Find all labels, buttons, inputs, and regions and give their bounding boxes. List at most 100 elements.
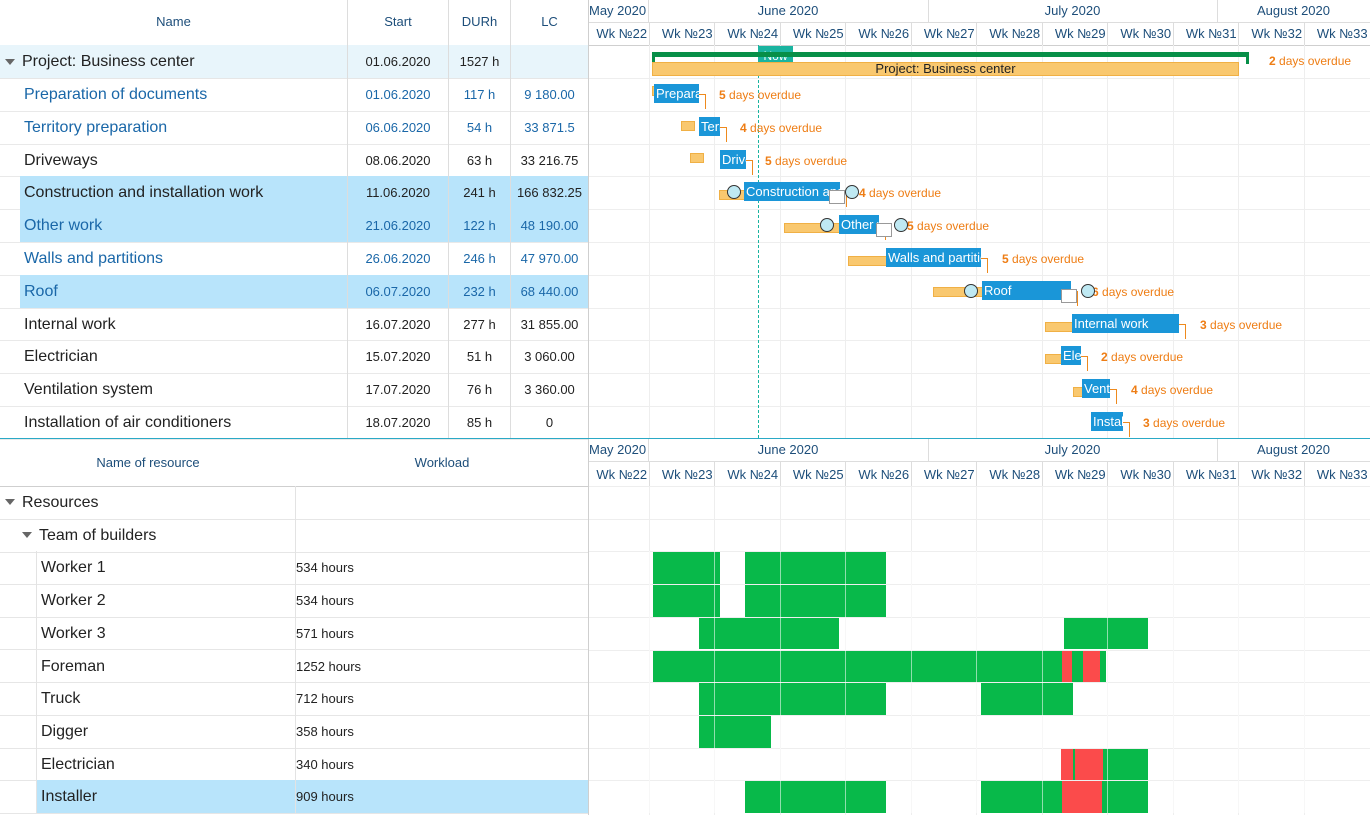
week-label: Wk №25: [792, 467, 844, 482]
task-bar[interactable]: Construction and installation work: [744, 182, 840, 202]
resource-team-name: Team of builders: [39, 526, 157, 544]
week-label: Wk №23: [661, 26, 713, 41]
document-icon[interactable]: [1061, 288, 1077, 303]
task-start: 18.07.2020: [365, 415, 431, 430]
task-bar[interactable]: Roof: [982, 280, 1071, 300]
column-header-duration[interactable]: DURh: [461, 14, 498, 29]
load-cell: [699, 617, 839, 650]
resource-group-row[interactable]: Resources: [0, 486, 588, 520]
task-bar[interactable]: Installation of air conditioners: [1091, 412, 1123, 431]
load-cell: [1100, 650, 1106, 683]
week-label: Wk №22: [596, 26, 648, 41]
resource-name[interactable]: Digger: [41, 722, 89, 740]
resource-name[interactable]: Worker 2: [41, 592, 106, 610]
link-handle-left[interactable]: [964, 283, 978, 298]
task-name[interactable]: Preparation of documents: [24, 86, 208, 103]
dependency-link: [981, 258, 988, 273]
task-row[interactable]: Preparation of documents 01.06.2020 117 h 9…: [0, 78, 588, 112]
column-header-start[interactable]: Start: [384, 14, 412, 29]
resource-row[interactable]: Worker 1 534 hours: [0, 551, 588, 586]
task-name[interactable]: Internal work: [24, 315, 116, 333]
collapse-icon[interactable]: [22, 531, 32, 538]
resource-row[interactable]: Electrician 340 hours: [0, 747, 588, 782]
week-label: Wk №27: [923, 26, 975, 41]
week-label: Wk №33: [1316, 26, 1368, 41]
task-row[interactable]: Installation of air conditioners 18.07.20…: [0, 406, 588, 440]
task-row[interactable]: Territory preparation 06.06.2020 54 h 33 87…: [0, 111, 588, 145]
task-row[interactable]: Roof 06.07.2020 232 h 68 440.00: [0, 274, 588, 309]
resource-name[interactable]: Worker 3: [41, 624, 106, 642]
dependency-link: [1123, 422, 1130, 437]
resource-name[interactable]: Worker 1: [41, 559, 106, 577]
resource-row[interactable]: Worker 3 571 hours: [0, 616, 588, 651]
project-overdue: 2 days overdue: [1269, 54, 1352, 68]
link-handle-right[interactable]: [894, 218, 908, 233]
load-cell: [653, 552, 720, 585]
resource-row[interactable]: Foreman 1252 hours: [0, 649, 588, 684]
project-row[interactable]: Project: Business center 01.06.2020 1527 h: [0, 45, 588, 79]
load-cell: [981, 781, 1062, 813]
task-bar[interactable]: Preparation of documents: [654, 84, 699, 103]
column-header-lc[interactable]: LC: [541, 14, 558, 29]
task-duration: 232 h: [463, 283, 496, 299]
task-start: 15.07.2020: [365, 349, 431, 365]
collapse-icon[interactable]: [5, 499, 15, 505]
week-label: Wk №32: [1251, 467, 1303, 482]
task-bar[interactable]: Territory preparation: [699, 116, 720, 136]
task-bar[interactable]: Other work: [839, 215, 879, 235]
task-lc: 68 440.00: [520, 283, 579, 299]
resource-group-name: Resources: [22, 494, 99, 511]
resource-row[interactable]: Worker 2 534 hours: [0, 584, 588, 618]
task-name[interactable]: Construction and installation work: [24, 184, 264, 202]
resource-name[interactable]: Foreman: [41, 657, 106, 675]
collapse-icon[interactable]: [5, 59, 15, 65]
resource-team-row[interactable]: Team of builders: [0, 518, 588, 553]
column-header-workload[interactable]: Workload: [414, 455, 470, 470]
dependency-link: [1179, 323, 1186, 339]
link-handle-right[interactable]: [845, 185, 859, 200]
task-duration: 117 h: [463, 87, 496, 102]
project-progress-bar: [652, 52, 1249, 57]
column-header-resource-name[interactable]: Name of resource: [96, 455, 200, 470]
task-bar[interactable]: Driveways: [720, 149, 746, 169]
resource-workload: 534 hours: [296, 560, 354, 576]
resource-row[interactable]: Installer 909 hours: [0, 780, 588, 814]
task-bar[interactable]: Internal work: [1072, 313, 1179, 333]
task-row[interactable]: Other work 21.06.2020 122 h 48 190.00: [0, 209, 588, 243]
task-name[interactable]: Other work: [24, 217, 103, 235]
link-handle-right[interactable]: [1081, 283, 1095, 298]
task-name[interactable]: Ventilation system: [24, 381, 153, 399]
task-row[interactable]: Electrician 15.07.2020 51 h 3 060.00: [0, 340, 588, 375]
task-row[interactable]: Construction and installation work 11.06.…: [0, 176, 588, 211]
link-handle-left[interactable]: [727, 185, 741, 200]
resource-name[interactable]: Installer: [41, 788, 98, 806]
overdue-label: 3 days overdue: [1200, 317, 1283, 332]
task-bar[interactable]: Electrician: [1061, 346, 1081, 366]
dependency-link: [1081, 356, 1088, 372]
task-bar[interactable]: Walls and partitions: [886, 248, 981, 267]
link-handle-left[interactable]: [820, 218, 834, 233]
task-row[interactable]: Driveways 08.06.2020 63 h 33 216.75: [0, 144, 588, 178]
resource-name[interactable]: Electrician: [41, 755, 115, 773]
load-cell: [745, 585, 886, 617]
task-name[interactable]: Walls and partitions: [24, 250, 164, 267]
task-row[interactable]: Internal work 16.07.2020 277 h 31 855.00: [0, 308, 588, 342]
task-row[interactable]: Ventilation system 17.07.2020 76 h 3 360.00: [0, 373, 588, 407]
document-icon[interactable]: [829, 190, 845, 205]
resource-row[interactable]: Truck 712 hours: [0, 682, 588, 716]
column-header-name[interactable]: Name: [156, 14, 191, 29]
resource-name[interactable]: Truck: [41, 690, 81, 708]
month-label: May 2020: [589, 442, 647, 457]
task-name[interactable]: Roof: [24, 282, 58, 300]
project-summary-bar[interactable]: Project: Business center: [652, 62, 1239, 76]
task-name[interactable]: Installation of air conditioners: [24, 414, 232, 431]
task-name[interactable]: Electrician: [24, 348, 98, 366]
document-icon[interactable]: [876, 223, 892, 238]
task-name[interactable]: Territory preparation: [24, 118, 168, 136]
task-name[interactable]: Driveways: [24, 151, 98, 169]
resource-row[interactable]: Digger 358 hours: [0, 714, 588, 749]
task-bar[interactable]: Ventilation system: [1082, 379, 1110, 399]
project-name: Project: Business center: [22, 53, 195, 70]
overdue-label: 6 days overdue: [1092, 284, 1175, 299]
task-row[interactable]: Walls and partitions 26.06.2020 246 h 47 97…: [0, 242, 588, 276]
